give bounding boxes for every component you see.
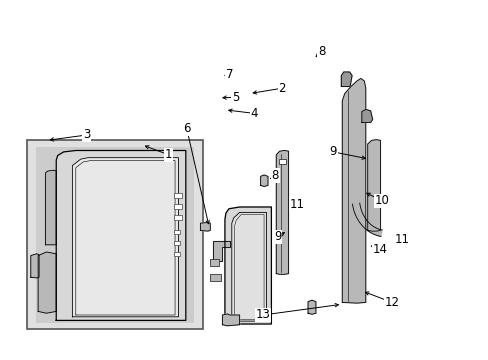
Text: 9: 9 — [273, 230, 281, 243]
Polygon shape — [352, 203, 381, 237]
Text: 8: 8 — [317, 45, 325, 58]
Polygon shape — [31, 254, 39, 278]
Bar — [173, 241, 180, 245]
Polygon shape — [200, 222, 210, 231]
Text: 8: 8 — [271, 169, 279, 182]
Bar — [173, 215, 182, 220]
Bar — [173, 193, 182, 198]
Polygon shape — [222, 314, 239, 326]
Polygon shape — [367, 140, 380, 231]
Text: 5: 5 — [231, 91, 239, 104]
Polygon shape — [45, 170, 56, 245]
Text: 10: 10 — [374, 194, 389, 207]
Bar — [279, 159, 285, 164]
Polygon shape — [342, 78, 365, 303]
Bar — [173, 204, 182, 209]
Polygon shape — [231, 212, 266, 321]
Bar — [210, 274, 221, 281]
Text: 3: 3 — [82, 129, 90, 141]
Bar — [173, 230, 180, 234]
Polygon shape — [212, 241, 229, 261]
Polygon shape — [224, 207, 271, 324]
Polygon shape — [38, 252, 56, 313]
Polygon shape — [56, 150, 185, 320]
Polygon shape — [72, 158, 178, 317]
Bar — [173, 252, 180, 256]
Text: 13: 13 — [255, 309, 270, 321]
Text: 14: 14 — [372, 243, 387, 256]
Text: 11: 11 — [289, 198, 304, 211]
Text: 1: 1 — [164, 148, 172, 161]
Text: 7: 7 — [225, 68, 233, 81]
FancyBboxPatch shape — [27, 140, 203, 329]
Polygon shape — [307, 300, 315, 314]
Text: 6: 6 — [183, 122, 190, 135]
Polygon shape — [341, 72, 351, 86]
Text: 4: 4 — [250, 107, 258, 120]
Text: 12: 12 — [384, 296, 399, 309]
FancyBboxPatch shape — [36, 147, 194, 323]
Polygon shape — [276, 150, 288, 274]
Polygon shape — [361, 109, 372, 122]
Polygon shape — [260, 175, 267, 186]
Text: 2: 2 — [278, 82, 285, 95]
Bar — [210, 259, 219, 266]
Text: 9: 9 — [329, 145, 337, 158]
Text: 11: 11 — [394, 233, 408, 246]
